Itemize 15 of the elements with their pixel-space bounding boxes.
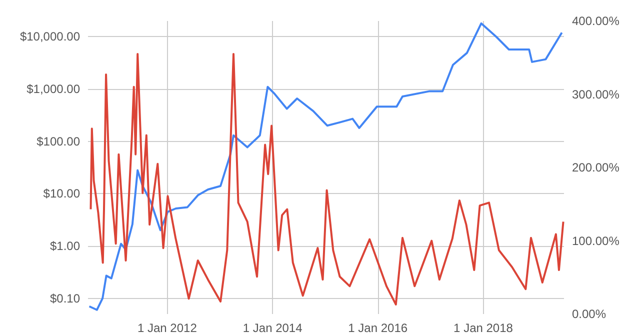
y-tick-label: $10.00 <box>43 186 80 201</box>
x-tick-label: 1 Jan 2012 <box>137 321 198 335</box>
y-tick-label: $1,000.00 <box>26 82 80 96</box>
y2-tick-label: 100.00% <box>572 234 620 248</box>
y2-tick-label: 0.00% <box>572 307 606 321</box>
x-tick-label: 1 Jan 2016 <box>348 321 408 335</box>
y2-tick-label: 200.00% <box>572 160 620 174</box>
x-tick-label: 1 Jan 2014 <box>242 321 303 335</box>
y-tick-label: $0.10 <box>50 291 80 306</box>
x-tick-label: 1 Jan 2018 <box>454 321 514 335</box>
y2-tick-label: 300.00% <box>572 87 620 102</box>
y-tick-label: $1.00 <box>50 238 80 253</box>
y2-tick-label: 400.00% <box>572 14 620 28</box>
y-tick-label: $100.00 <box>36 134 80 148</box>
y-tick-label: $10,000.00 <box>20 30 80 44</box>
